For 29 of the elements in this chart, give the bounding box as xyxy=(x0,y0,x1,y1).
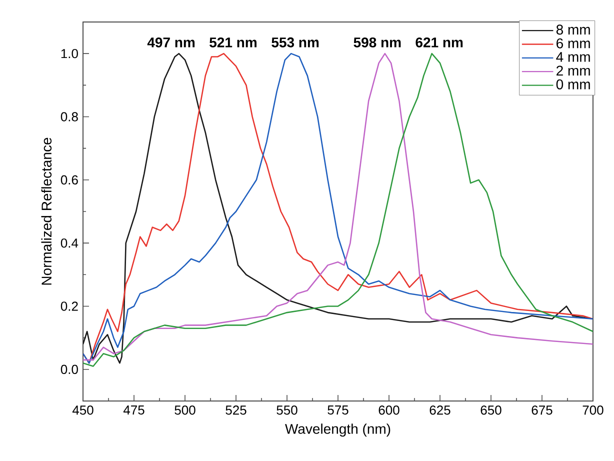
legend-label: 4 mm xyxy=(556,52,590,62)
annotation: 553 nm xyxy=(272,37,319,48)
x-tick-label: 550 xyxy=(276,406,298,415)
y-axis-title: Normalized Reflectance xyxy=(41,138,52,285)
y-tick-label: 0.8 xyxy=(60,112,78,122)
annotation: 598 nm xyxy=(354,37,401,48)
x-tick-label: 700 xyxy=(582,406,604,415)
y-tick-label: 0.6 xyxy=(60,175,78,185)
x-tick-label: 675 xyxy=(532,406,552,415)
legend-label: 6 mm xyxy=(556,38,590,48)
x-tick-label: 600 xyxy=(378,406,400,415)
y-tick-label: 0.4 xyxy=(60,238,78,248)
annotation: 521 nm xyxy=(210,37,256,48)
legend-label: 8 mm xyxy=(556,24,590,35)
y-tick-label: 0.0 xyxy=(60,364,78,374)
legend-label: 0 mm xyxy=(556,79,590,90)
annotation: 497 nm xyxy=(147,37,195,48)
annotation: 621 nm xyxy=(416,37,463,48)
x-tick-label: 575 xyxy=(328,406,348,415)
y-tick-label: 1.0 xyxy=(61,48,78,58)
x-tick-label: 475 xyxy=(123,406,144,415)
x-tick-label: 650 xyxy=(480,406,502,415)
x-tick-label: 450 xyxy=(72,406,94,415)
legend-label: 2 mm xyxy=(556,66,590,76)
x-axis-title: Wavelength (nm) xyxy=(285,424,390,437)
x-tick-label: 500 xyxy=(174,406,196,415)
x-tick-label: 625 xyxy=(430,406,450,415)
x-tick-label: 525 xyxy=(226,406,246,415)
y-tick-label: 0.2 xyxy=(60,302,78,311)
